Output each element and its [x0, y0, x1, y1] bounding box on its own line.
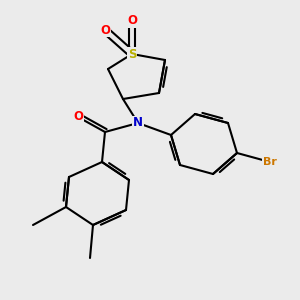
Text: O: O: [73, 110, 83, 124]
Text: Br: Br: [263, 157, 277, 167]
Text: S: S: [128, 47, 136, 61]
Text: O: O: [127, 14, 137, 28]
Text: O: O: [100, 23, 110, 37]
Text: N: N: [133, 116, 143, 130]
